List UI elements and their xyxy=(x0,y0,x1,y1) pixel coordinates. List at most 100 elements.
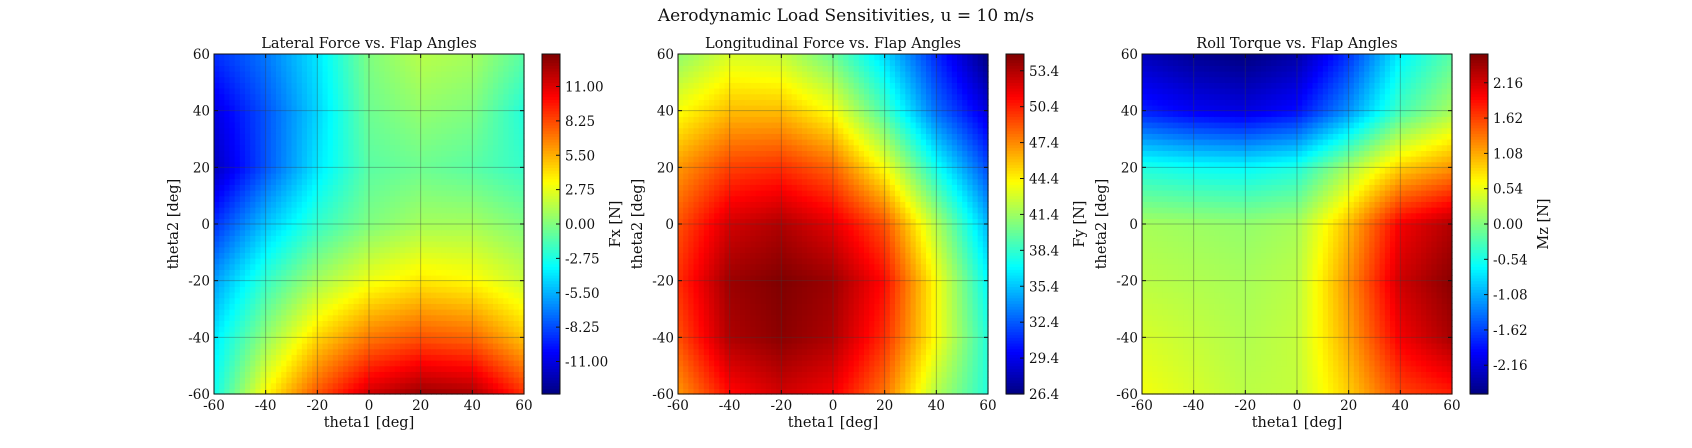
heatmap-cell xyxy=(363,218,370,225)
heatmap-cell xyxy=(982,354,989,361)
heatmap-cell xyxy=(936,326,943,333)
heatmap-cell xyxy=(703,337,710,344)
heatmap-cell xyxy=(420,212,427,219)
heatmap-cell xyxy=(900,388,906,395)
heatmap-cell xyxy=(698,343,705,350)
heatmap-cell xyxy=(260,354,267,361)
heatmap-cell xyxy=(260,201,267,208)
heatmap-cell xyxy=(281,190,287,197)
heatmap-cell xyxy=(291,195,298,202)
heatmap-cell xyxy=(348,365,355,372)
heatmap-cell xyxy=(683,326,689,333)
heatmap-cell xyxy=(498,133,504,140)
heatmap-cell xyxy=(729,309,736,316)
heatmap-cell xyxy=(822,314,829,321)
heatmap-cell xyxy=(317,286,324,293)
heatmap-cell xyxy=(343,144,349,151)
heatmap-cell xyxy=(456,303,463,310)
heatmap-cell xyxy=(327,110,334,117)
heatmap-cell xyxy=(905,360,912,367)
heatmap-cell xyxy=(379,303,386,310)
heatmap-cell xyxy=(477,377,484,384)
heatmap-cell xyxy=(400,286,406,293)
heatmap-cell xyxy=(301,99,308,106)
heatmap-cell xyxy=(214,371,220,378)
heatmap-cell xyxy=(270,331,277,338)
heatmap-cell xyxy=(286,343,293,350)
heatmap-cell xyxy=(410,110,417,117)
heatmap-cell xyxy=(436,76,442,83)
heatmap-cell xyxy=(343,218,349,225)
heatmap-cell xyxy=(338,286,344,293)
heatmap-cell xyxy=(281,71,287,78)
heatmap-cell xyxy=(472,150,479,157)
heatmap-cell xyxy=(374,93,380,100)
heatmap-cell xyxy=(322,156,329,163)
heatmap-cell xyxy=(270,224,277,231)
heatmap-cell xyxy=(410,326,417,333)
heatmap-cell xyxy=(513,212,520,219)
heatmap-cell xyxy=(363,224,370,231)
heatmap-cell xyxy=(312,388,318,395)
heatmap-cell xyxy=(807,382,813,389)
heatmap-cell xyxy=(338,195,344,202)
heatmap-cell xyxy=(379,76,386,83)
heatmap-cell xyxy=(301,365,308,372)
heatmap-cell xyxy=(224,167,231,174)
heatmap-cell xyxy=(436,331,442,338)
heatmap-cell xyxy=(905,354,912,361)
heatmap-cell xyxy=(250,224,256,231)
heatmap-cell xyxy=(400,207,406,214)
heatmap-cell xyxy=(327,252,334,259)
heatmap-cell xyxy=(384,110,391,117)
heatmap-cell xyxy=(446,167,453,174)
heatmap-cell xyxy=(400,76,406,83)
heatmap-cell xyxy=(760,320,767,327)
heatmap-cell xyxy=(482,178,489,185)
heatmap-cell xyxy=(498,139,504,146)
heatmap-cell xyxy=(296,258,303,265)
heatmap-cell xyxy=(493,241,499,248)
heatmap-cell xyxy=(291,309,298,316)
heatmap-cell xyxy=(693,286,700,293)
heatmap-cell xyxy=(462,224,468,231)
heatmap-cell xyxy=(281,331,287,338)
heatmap-cell xyxy=(822,326,829,333)
heatmap-cell xyxy=(467,269,473,276)
heatmap-cell xyxy=(451,195,458,202)
heatmap-cell xyxy=(678,286,684,293)
heatmap-cell xyxy=(286,314,293,321)
heatmap-cell xyxy=(415,303,422,310)
heatmap-cell xyxy=(276,297,282,304)
heatmap-cell xyxy=(493,331,499,338)
heatmap-cell xyxy=(214,292,220,299)
heatmap-cell xyxy=(322,388,329,395)
heatmap-cell xyxy=(250,116,256,123)
heatmap-cell xyxy=(415,150,422,157)
heatmap-cell xyxy=(296,105,303,112)
heatmap-cell xyxy=(270,388,277,395)
heatmap-cell xyxy=(332,365,339,372)
heatmap-cell xyxy=(962,337,968,344)
heatmap-cell xyxy=(493,110,499,117)
heatmap-cell xyxy=(322,246,329,253)
heatmap-cell xyxy=(415,201,422,208)
heatmap-cell xyxy=(843,326,850,333)
heatmap-cell xyxy=(719,360,726,367)
heatmap-cell xyxy=(513,133,520,140)
heatmap-cell xyxy=(301,144,308,151)
heatmap-cell xyxy=(322,122,329,129)
heatmap-cell xyxy=(265,150,272,157)
heatmap-cell xyxy=(255,269,262,276)
heatmap-cell xyxy=(750,280,757,287)
heatmap-cell xyxy=(740,280,746,287)
heatmap-cell xyxy=(436,354,442,361)
heatmap-cell xyxy=(281,297,287,304)
heatmap-cell xyxy=(317,218,324,225)
heatmap-cell xyxy=(374,150,380,157)
heatmap-cell xyxy=(833,303,839,310)
heatmap-cell xyxy=(436,309,442,316)
heatmap-cell xyxy=(982,309,989,316)
heatmap-cell xyxy=(317,144,324,151)
heatmap-cell xyxy=(812,377,819,384)
